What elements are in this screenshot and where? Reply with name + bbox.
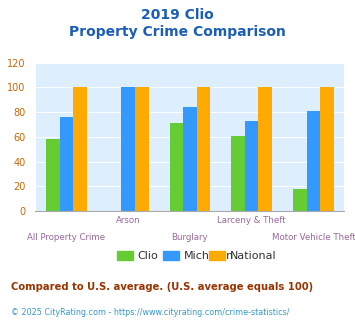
Bar (307, 111, 320, 211)
Text: Clio: Clio (137, 251, 158, 261)
Text: Arson: Arson (116, 216, 141, 225)
Text: Property Crime Comparison: Property Crime Comparison (69, 25, 286, 39)
Bar (46, 139, 60, 211)
Text: Burglary: Burglary (171, 233, 208, 242)
Text: Michigan: Michigan (184, 251, 234, 261)
Text: National: National (230, 251, 276, 261)
Text: Motor Vehicle Theft: Motor Vehicle Theft (272, 233, 355, 242)
Bar (121, 87, 135, 211)
Text: All Property Crime: All Property Crime (27, 233, 105, 242)
Text: 2019 Clio: 2019 Clio (141, 8, 214, 22)
Text: Compared to U.S. average. (U.S. average equals 100): Compared to U.S. average. (U.S. average … (11, 282, 313, 292)
Bar (183, 107, 197, 211)
Bar (60, 117, 73, 211)
Text: Larceny & Theft: Larceny & Theft (217, 216, 286, 225)
Bar (73, 87, 87, 211)
Bar (135, 87, 148, 211)
Bar (197, 87, 210, 211)
Bar (170, 123, 183, 211)
Bar (245, 121, 258, 211)
Bar (231, 136, 245, 211)
Bar (320, 87, 334, 211)
Text: © 2025 CityRating.com - https://www.cityrating.com/crime-statistics/: © 2025 CityRating.com - https://www.city… (11, 308, 289, 317)
Bar (258, 87, 272, 211)
Bar (293, 189, 307, 211)
